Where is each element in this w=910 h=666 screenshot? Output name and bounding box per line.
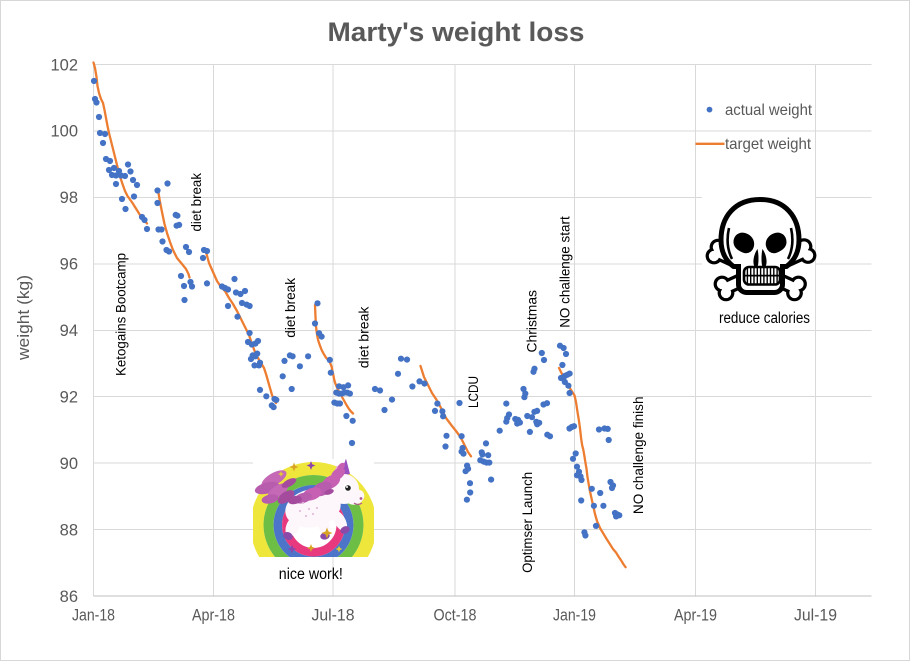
svg-text:Christmas: Christmas [524,290,540,353]
svg-text:Jan-18: Jan-18 [72,607,115,625]
svg-text:92: 92 [60,389,78,407]
svg-text:reduce calories: reduce calories [719,310,810,327]
svg-text:102: 102 [50,56,78,74]
svg-text:diet break: diet break [282,277,298,338]
svg-text:98: 98 [60,189,78,207]
svg-text:96: 96 [60,256,78,274]
svg-text:Oct-18: Oct-18 [434,607,477,625]
svg-text:NO challenge finish: NO challenge finish [630,396,646,514]
svg-text:Apr-19: Apr-19 [674,607,717,625]
svg-text:Ketogains Bootcamp: Ketogains Bootcamp [113,253,129,376]
svg-text:Apr-18: Apr-18 [192,607,235,625]
svg-text:Jul-18: Jul-18 [312,607,355,625]
svg-text:90: 90 [60,455,78,473]
svg-text:diet break: diet break [188,172,204,231]
svg-text:Jan-19: Jan-19 [553,607,596,625]
svg-text:86: 86 [60,588,78,606]
svg-text:diet break: diet break [356,306,372,369]
svg-text:Optimser Launch: Optimser Launch [519,472,535,573]
svg-text:88: 88 [60,521,78,539]
svg-text:Marty's weight loss: Marty's weight loss [328,17,585,47]
svg-text:actual weight: actual weight [725,102,813,119]
svg-text:100: 100 [50,123,78,141]
svg-text:Jul-19: Jul-19 [794,607,837,625]
svg-text:weight (kg): weight (kg) [14,275,33,361]
svg-text:LCDU: LCDU [465,376,481,408]
svg-text:94: 94 [60,322,78,340]
svg-text:nice work!: nice work! [279,566,343,583]
svg-text:target weight: target weight [725,136,812,153]
svg-text:NO challenge start: NO challenge start [557,216,573,328]
